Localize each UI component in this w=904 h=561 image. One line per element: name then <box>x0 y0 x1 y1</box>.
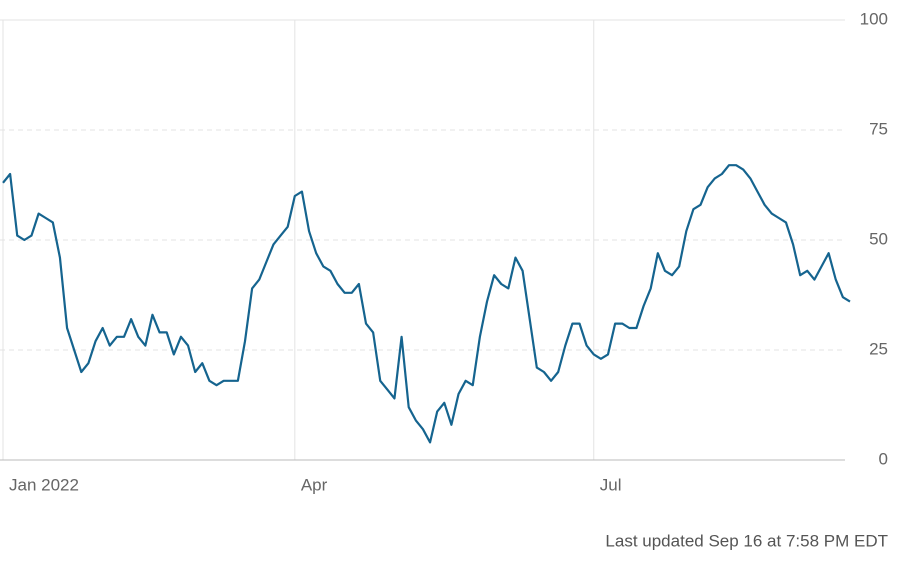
x-tick-label: Jan 2022 <box>9 475 79 494</box>
y-tick-label: 75 <box>869 119 888 138</box>
y-tick-label: 0 <box>879 449 888 468</box>
footnote: Last updated Sep 16 at 7:58 PM EDT <box>605 531 888 550</box>
line <box>2 164 851 444</box>
y-tick-label: 50 <box>869 229 888 248</box>
x-tick-label: Apr <box>301 475 328 494</box>
y-tick-label: 25 <box>869 339 888 358</box>
y-tick-label: 100 <box>860 9 888 28</box>
x-tick-label: Jul <box>600 475 622 494</box>
